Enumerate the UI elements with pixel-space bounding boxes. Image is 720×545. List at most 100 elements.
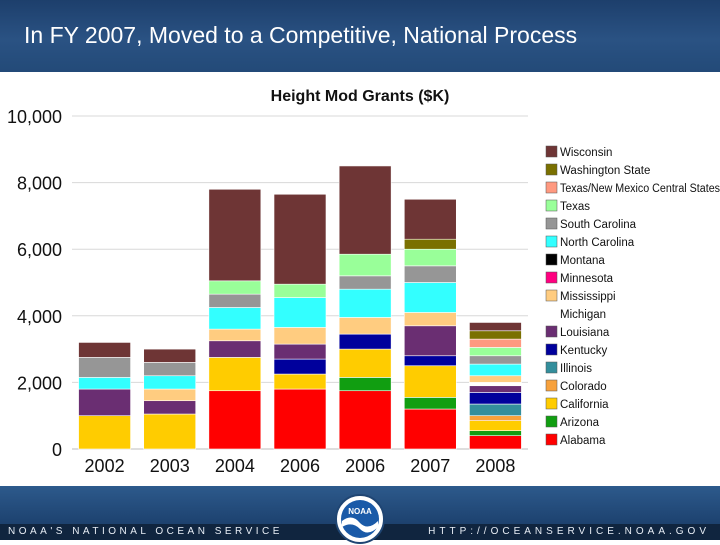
bar-segment-alabama bbox=[208, 390, 262, 450]
slide-header: In FY 2007, Moved to a Competitive, Nati… bbox=[0, 0, 720, 72]
bar-segment-wisconsin bbox=[338, 165, 392, 255]
bar-segment-alabama bbox=[469, 435, 522, 450]
noaa-logo: NOAA bbox=[335, 494, 385, 544]
legend-label: Alabama bbox=[560, 435, 606, 447]
bar-segment-mississippi bbox=[403, 312, 457, 327]
bar-segment-california bbox=[273, 373, 327, 390]
bar-segment-north-carolina bbox=[338, 288, 392, 318]
bar-segment-wisconsin bbox=[78, 342, 131, 358]
bar-segment-wisconsin bbox=[469, 322, 522, 332]
y-axis: 0 2,000 4,000 6,000 8,000 10,000 bbox=[7, 107, 62, 460]
bar-segment-louisiana bbox=[208, 340, 262, 358]
bar-segment-north-carolina bbox=[403, 282, 457, 313]
legend-swatch bbox=[545, 145, 558, 158]
bar-segment-louisiana bbox=[143, 400, 197, 415]
legend-label: Mississippi bbox=[560, 291, 616, 303]
bar-segment-alabama bbox=[273, 388, 327, 450]
bar-segment-washington-state bbox=[469, 330, 522, 340]
bar-segment-texas bbox=[469, 347, 522, 357]
bar-segment-arizona bbox=[469, 430, 522, 436]
bar-segment-wisconsin bbox=[208, 188, 262, 282]
bar-segment-south-carolina bbox=[143, 362, 197, 377]
legend-label: Arizona bbox=[560, 417, 600, 429]
legend-swatch bbox=[545, 253, 558, 266]
chart-title: Height Mod Grants ($K) bbox=[271, 88, 450, 105]
legend-label: Wisconsin bbox=[560, 147, 612, 159]
bar-segment-texas bbox=[403, 248, 457, 267]
bar-segment-california bbox=[469, 420, 522, 431]
bar-segment-north-carolina bbox=[273, 297, 327, 328]
legend-swatch bbox=[545, 289, 558, 302]
slide-title: In FY 2007, Moved to a Competitive, Nati… bbox=[24, 22, 578, 48]
legend-swatch bbox=[545, 343, 558, 356]
bar-segment-colorado bbox=[469, 415, 522, 421]
y-tick-label: 2,000 bbox=[17, 373, 62, 393]
legend-label: Colorado bbox=[560, 381, 607, 393]
bars bbox=[78, 165, 522, 450]
bar-segment-kentucky bbox=[469, 392, 522, 405]
bar-segment-kentucky bbox=[338, 333, 392, 350]
bar-segment-north-carolina bbox=[208, 307, 262, 330]
bar-segment-arizona bbox=[338, 377, 392, 392]
footer-left-text: NOAA'S NATIONAL OCEAN SERVICE bbox=[8, 526, 283, 537]
bar-segment-louisiana bbox=[469, 385, 522, 393]
legend-swatch bbox=[545, 199, 558, 212]
bar-segment-arizona bbox=[403, 397, 457, 410]
bar-segment-south-carolina bbox=[208, 293, 262, 308]
legend-swatch bbox=[545, 415, 558, 428]
legend-label: Illinois bbox=[560, 363, 592, 375]
x-tick-label: 2006 bbox=[345, 456, 385, 476]
bar-segment-texas bbox=[338, 253, 392, 277]
bar-segment-louisiana bbox=[78, 388, 131, 416]
y-tick-label: 10,000 bbox=[7, 107, 62, 127]
legend-label: Montana bbox=[560, 255, 605, 267]
logo-text: NOAA bbox=[348, 507, 372, 516]
legend-swatch bbox=[545, 163, 558, 176]
bar-segment-louisiana bbox=[403, 325, 457, 357]
x-tick-label: 2003 bbox=[150, 456, 190, 476]
y-tick-label: 0 bbox=[52, 440, 62, 460]
bar-segment-california bbox=[78, 415, 131, 450]
legend-label: Texas/New Mexico Central States bbox=[560, 183, 720, 195]
y-tick-label: 6,000 bbox=[17, 240, 62, 260]
bar-segment-washington-state bbox=[403, 238, 457, 250]
legend-label: Texas bbox=[560, 201, 590, 213]
bar-segment-south-carolina bbox=[338, 275, 392, 290]
bar-segment-alabama bbox=[403, 408, 457, 450]
x-tick-label: 2004 bbox=[215, 456, 255, 476]
bar-segment-texas bbox=[208, 280, 262, 295]
bar-segment-california bbox=[403, 365, 457, 398]
bar-segment-alabama bbox=[338, 390, 392, 450]
x-axis: 2002 2003 2004 2006 2006 2007 2008 bbox=[85, 456, 516, 476]
footer-url: HTTP://OCEANSERVICE.NOAA.GOV bbox=[428, 526, 710, 537]
legend-label: North Carolina bbox=[560, 237, 635, 249]
bar-segment-california bbox=[338, 348, 392, 378]
x-tick-label: 2008 bbox=[475, 456, 515, 476]
bar-segment-california bbox=[208, 357, 262, 392]
legend-label: Washington State bbox=[560, 165, 650, 177]
y-tick-label: 8,000 bbox=[17, 174, 62, 194]
bar-segment-north-carolina bbox=[78, 377, 131, 390]
bar-segment-mississippi bbox=[143, 388, 197, 402]
bar-segment-mississippi bbox=[273, 327, 327, 345]
bar-segment-kentucky bbox=[273, 358, 327, 375]
legend-swatch bbox=[545, 361, 558, 374]
bar-segment-south-carolina bbox=[403, 265, 457, 283]
x-tick-label: 2006 bbox=[280, 456, 320, 476]
legend-swatch bbox=[545, 397, 558, 410]
legend-swatch bbox=[545, 217, 558, 230]
stacked-bar-chart: Height Mod Grants ($K) 0 2,000 4,000 6,000 8… bbox=[7, 88, 720, 476]
legend-swatch bbox=[545, 325, 558, 338]
legend-swatch bbox=[545, 271, 558, 284]
legend-label: California bbox=[560, 399, 609, 411]
bar-segment-illinois bbox=[469, 403, 522, 417]
legend-swatch bbox=[545, 379, 558, 392]
bar-segment-louisiana bbox=[273, 343, 327, 360]
legend-label: Kentucky bbox=[560, 345, 608, 357]
y-tick-label: 4,000 bbox=[17, 307, 62, 327]
bar-segment-california bbox=[143, 413, 197, 450]
bar-segment-kentucky bbox=[403, 355, 457, 367]
legend-swatch bbox=[545, 181, 558, 194]
bar-segment-mississippi bbox=[469, 375, 522, 383]
bar-segment-south-carolina bbox=[78, 357, 131, 378]
